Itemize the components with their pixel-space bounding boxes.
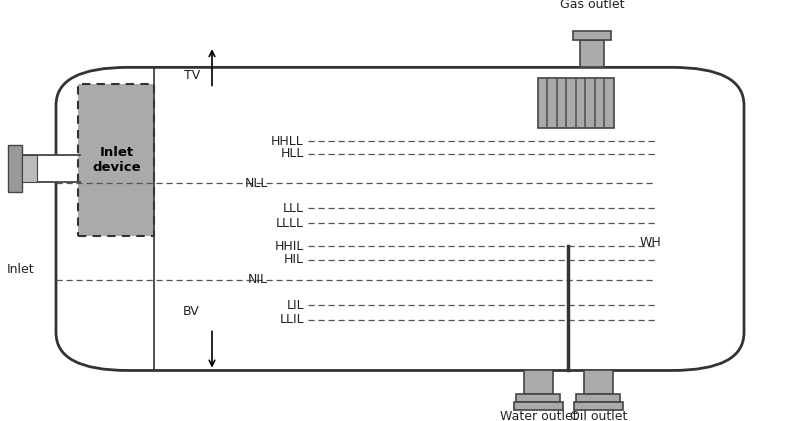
Bar: [524, 370, 553, 394]
FancyBboxPatch shape: [78, 84, 154, 236]
Bar: [514, 402, 563, 410]
FancyBboxPatch shape: [56, 67, 744, 370]
Bar: [584, 370, 613, 394]
Text: HLL: HLL: [281, 147, 304, 160]
Text: Inlet: Inlet: [6, 263, 34, 276]
Bar: [8, 145, 22, 192]
Text: LIL: LIL: [286, 299, 304, 312]
Text: NIL: NIL: [248, 274, 268, 286]
Text: Oil outlet: Oil outlet: [570, 410, 627, 421]
Text: WH: WH: [640, 236, 662, 248]
Bar: [18, 155, 80, 182]
Text: Water outlet: Water outlet: [499, 410, 578, 421]
Bar: [576, 394, 621, 402]
Text: BV: BV: [183, 305, 200, 318]
Bar: [517, 394, 561, 402]
Text: NLL: NLL: [245, 177, 268, 189]
Text: Inlet
device: Inlet device: [92, 146, 141, 174]
Text: TV: TV: [184, 69, 200, 82]
Bar: [580, 40, 604, 67]
Text: LLLL: LLLL: [276, 217, 304, 229]
Text: HHLL: HHLL: [271, 135, 304, 147]
Bar: [574, 402, 623, 410]
Bar: [573, 31, 611, 40]
Bar: [22, 155, 37, 182]
Text: LLIL: LLIL: [279, 314, 304, 326]
Text: HHIL: HHIL: [274, 240, 304, 253]
Text: LLL: LLL: [283, 202, 304, 215]
Bar: [538, 78, 614, 128]
Text: Gas outlet: Gas outlet: [560, 0, 624, 11]
Text: HIL: HIL: [284, 253, 304, 266]
